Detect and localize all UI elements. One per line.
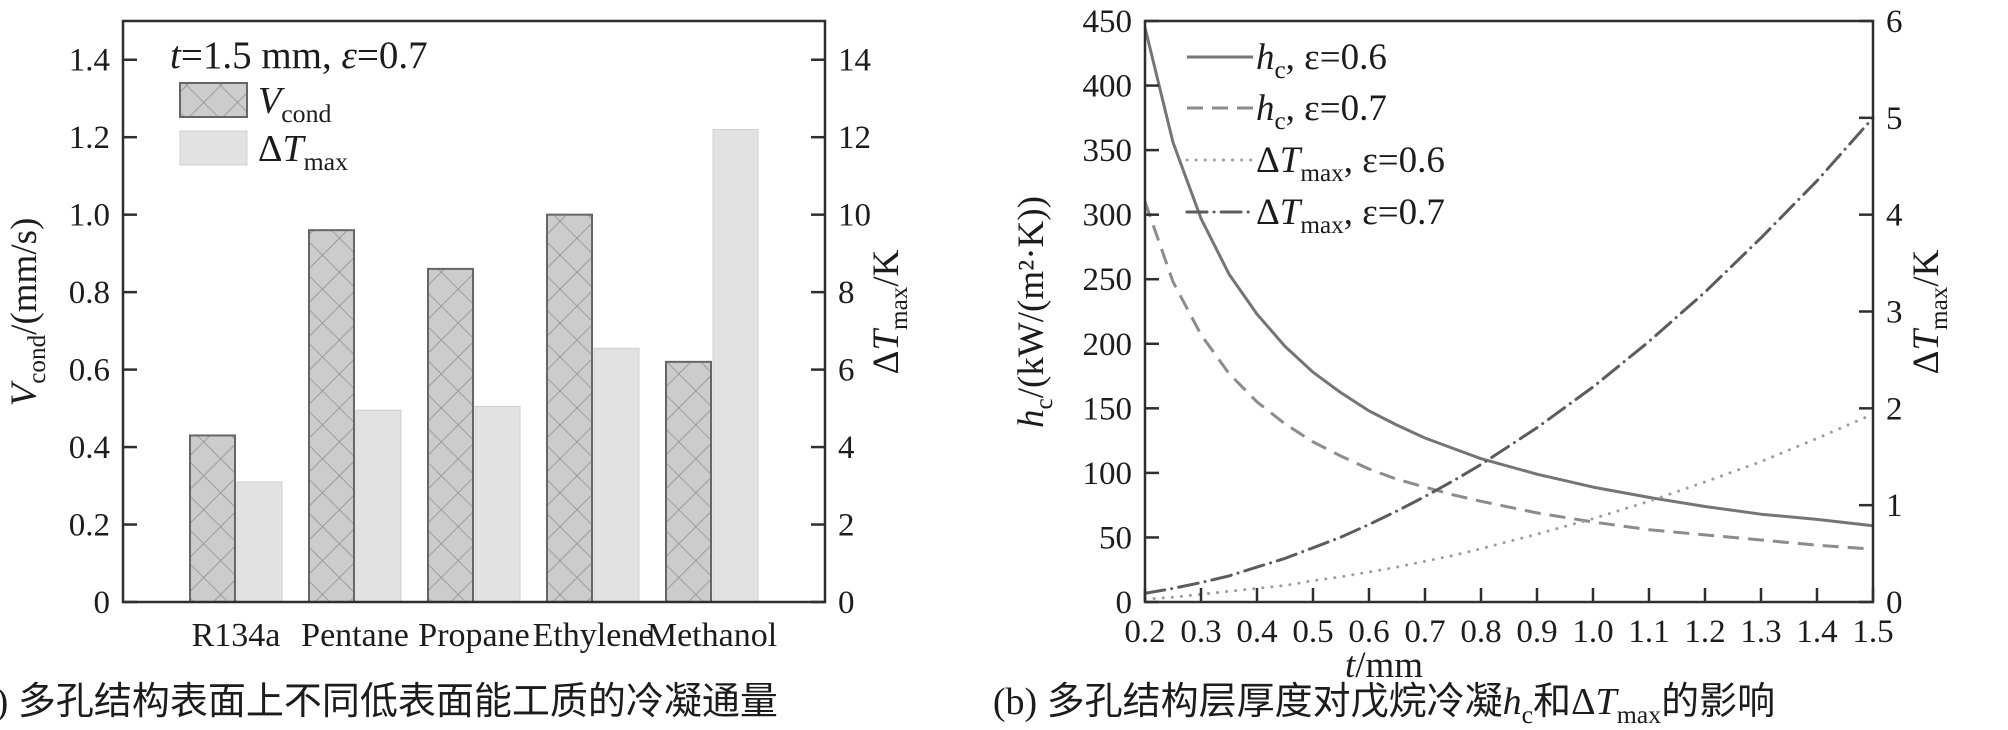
panel-a-condition-label: t=1.5 mm, ε=0.7 (170, 34, 428, 77)
tick-label-left: 1.0 (69, 198, 110, 234)
panel-a-bars (189, 128, 759, 604)
panel-b-tick-labels: 0.2 0.3 0.4 0.5 0.6 0.7 0.8 0.9 1.0 1.1 1.2 1.3 1.4 1… (1083, 4, 1903, 650)
panel-a-caption: (a) 多孔结构表面上不同低表面能工质的冷凝通量 (0, 681, 778, 723)
panel-b-ticks (1143, 19, 1875, 604)
legend-swatch-dtmax (179, 130, 248, 166)
tick-label-right: 2 (1886, 391, 1903, 427)
panel-b-left-axis-title: hc/(kW/(m²·K)) (1011, 196, 1058, 428)
legend-label-dtmax: ΔTmax (258, 128, 348, 176)
curve-dashed (1143, 201, 1874, 551)
tick-label-x: 1.0 (1572, 614, 1613, 650)
tick-label-right: 6 (838, 353, 855, 389)
tick-label-left: 350 (1083, 133, 1133, 169)
bar-dtmax-Propane (474, 405, 521, 603)
category-label-Pentane: Pentane (301, 617, 409, 654)
bar-vcond-Ethylene (546, 213, 593, 604)
legend-label-hc-e06: hc, ε=0.6 (1256, 37, 1387, 84)
bar-dtmax-Methanol (712, 128, 759, 603)
panel-b-caption: (b) 多孔结构层厚度对戊烷冷凝hc和ΔTmax的影响 (993, 681, 1775, 729)
tick-label-right: 14 (838, 43, 871, 79)
curve-solid (1143, 27, 1874, 528)
tick-label-left: 0.8 (69, 275, 110, 311)
tick-label-left: 200 (1083, 327, 1133, 363)
tick-label-left: 400 (1083, 69, 1133, 105)
tick-label-right: 5 (1886, 101, 1903, 137)
category-label-Ethylene: Ethylene (533, 617, 654, 654)
tick-label-right: 0 (838, 585, 855, 621)
curve-dashdot (1143, 116, 1875, 595)
tick-label-right: 10 (838, 198, 871, 234)
tick-label-right: 0 (1886, 585, 1903, 621)
tick-label-right: 8 (838, 275, 855, 311)
panel-b-legend: hc, ε=0.6 hc, ε=0.7 ΔTmax, ε=0.6 ΔTmax, … (1185, 37, 1445, 239)
tick-label-left: 450 (1083, 4, 1133, 40)
panel-b-curves (1143, 27, 1875, 601)
panel-b: 0.2 0.3 0.4 0.5 0.6 0.7 0.8 0.9 1.0 1.1 1.2 1.3 1.4 1… (993, 4, 1953, 729)
tick-label-left: 300 (1083, 198, 1133, 234)
tick-label-x: 0.7 (1404, 614, 1445, 650)
tick-label-x: 0.4 (1236, 614, 1277, 650)
tick-label-x: 1.4 (1796, 614, 1837, 650)
tick-label-right: 12 (838, 120, 871, 156)
tick-label-left: 0.4 (69, 430, 110, 466)
legend-label-dt-e06: ΔTmax, ε=0.6 (1256, 140, 1445, 187)
tick-label-right: 4 (1886, 198, 1903, 234)
tick-label-right: 6 (1886, 4, 1903, 40)
tick-label-left: 1.4 (69, 43, 110, 79)
tick-label-x: 1.1 (1628, 614, 1669, 650)
panel-a-left-axis-title: Vcond/(mm/s) (4, 218, 51, 407)
bar-vcond-Propane (427, 267, 474, 603)
tick-label-left: 0 (94, 585, 111, 621)
category-label-Methanol: Methanol (647, 617, 777, 654)
legend-label-vcond: Vcond (258, 80, 332, 128)
tick-label-x: 0.6 (1348, 614, 1389, 650)
tick-label-x: 0.9 (1516, 614, 1557, 650)
tick-label-left: 0.6 (69, 353, 110, 389)
tick-label-left: 250 (1083, 262, 1133, 298)
tick-label-x: 0.2 (1124, 614, 1165, 650)
panel-a: 0 0.2 0.4 0.6 0.8 1.0 1.2 1.4 0 2 4 6 8 10 12 14 R134a P… (0, 19, 913, 723)
tick-label-x: 1.5 (1852, 614, 1893, 650)
tick-label-left: 100 (1083, 456, 1133, 492)
panel-b-right-axis-title: ΔTmax/K (1906, 249, 1953, 374)
bar-dtmax-R134a (236, 481, 283, 603)
panel-a-legend: Vcond ΔTmax (179, 80, 348, 176)
tick-label-left: 1.2 (69, 120, 110, 156)
tick-label-x: 0.8 (1460, 614, 1501, 650)
panel-a-tick-labels: 0 0.2 0.4 0.6 0.8 1.0 1.2 1.4 0 2 4 6 8 10 12 14 (69, 43, 871, 621)
panel-a-right-axis-title: ΔTmax/K (866, 249, 913, 374)
bar-dtmax-Pentane (355, 409, 402, 603)
bar-vcond-Pentane (308, 229, 355, 603)
tick-label-right: 3 (1886, 295, 1903, 331)
legend-swatch-vcond (179, 82, 248, 118)
category-label-Propane: Propane (418, 617, 529, 654)
curve-dotted (1143, 412, 1875, 601)
tick-label-x: 0.3 (1180, 614, 1221, 650)
tick-label-left: 0 (1116, 585, 1133, 621)
panel-a-ticks (123, 58, 825, 604)
tick-label-x: 0.5 (1292, 614, 1333, 650)
bar-vcond-Methanol (665, 360, 712, 603)
legend-label-hc-e07: hc, ε=0.7 (1256, 88, 1387, 135)
tick-label-left: 0.2 (69, 508, 110, 544)
tick-label-left: 150 (1083, 391, 1133, 427)
tick-label-right: 2 (838, 508, 855, 544)
bar-vcond-R134a (189, 434, 236, 603)
tick-label-x: 1.2 (1684, 614, 1725, 650)
bar-dtmax-Ethylene (593, 347, 640, 603)
tick-label-left: 50 (1099, 520, 1132, 556)
legend-label-dt-e07: ΔTmax, ε=0.7 (1256, 192, 1445, 239)
category-label-R134a: R134a (192, 617, 281, 654)
panel-b-x-axis-title: t/mm (1345, 645, 1423, 686)
tick-label-right: 4 (838, 430, 855, 466)
tick-label-x: 1.3 (1740, 614, 1781, 650)
panel-a-frame (121, 19, 827, 604)
tick-label-right: 1 (1886, 488, 1903, 524)
